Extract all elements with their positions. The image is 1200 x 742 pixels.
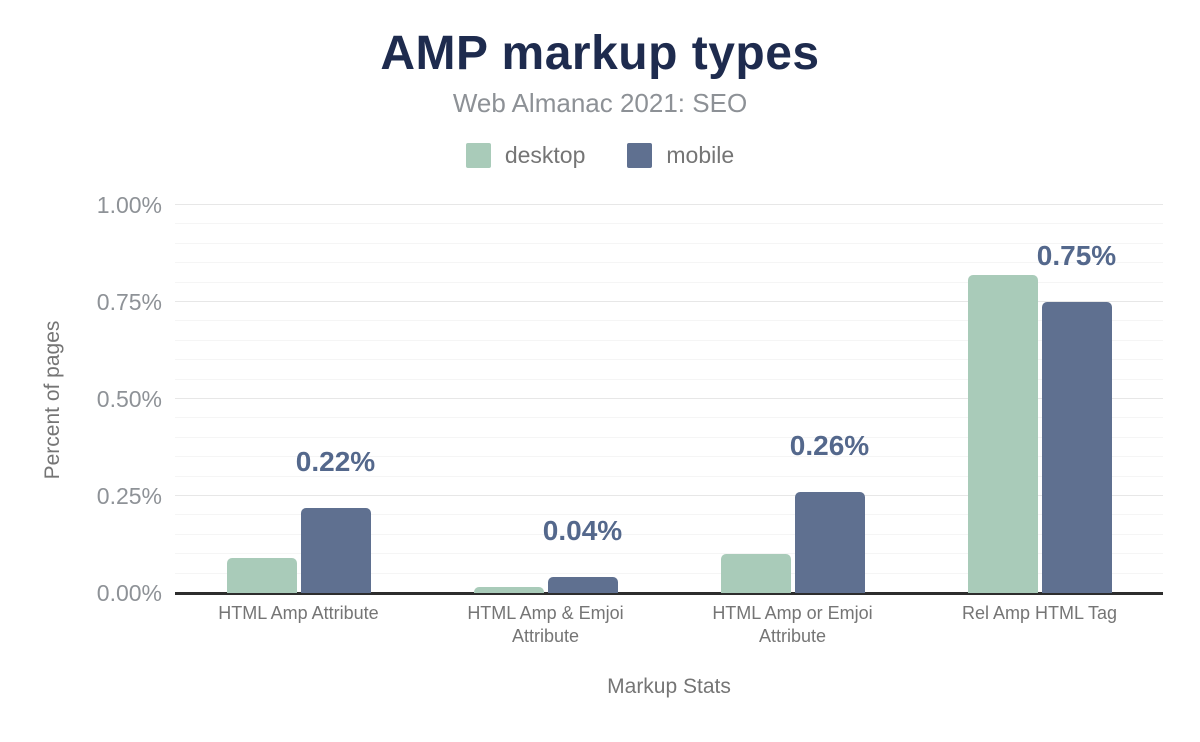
chart-title: AMP markup types [380,27,820,80]
desktop-bar [720,554,791,593]
x-axis-line [175,592,1163,595]
legend-label-mobile: mobile [666,141,735,168]
chart-subtitle: Web Almanac 2021: SEO [452,88,748,118]
plot-area: 0.22% 0.04% 0.26% 0.75% [175,204,1163,595]
desktop-bar [473,587,544,593]
legend-label-desktop: desktop [504,141,586,168]
minor-gridline [175,436,1163,438]
bar-value-label: 0.04% [542,515,623,547]
x-axis-title: Markup Stats [607,675,731,698]
y-tick-label: 1.00% [96,192,162,218]
major-gridline [175,398,1163,399]
y-tick-label: 0.25% [96,483,162,509]
minor-gridline [175,339,1163,341]
minor-gridline [175,417,1163,419]
chart-legend: desktop mobile [0,141,1200,169]
desktop-bar [967,274,1038,593]
desktop-series-swatch [465,142,491,168]
minor-gridline [175,359,1163,361]
minor-gridline [175,281,1163,283]
minor-gridline [175,378,1163,380]
minor-gridline [175,320,1163,322]
minor-gridline [175,242,1163,244]
y-tick-label: 0.75% [96,289,162,315]
minor-gridline [175,223,1163,225]
x-tick-label: HTML Amp Attribute [218,603,379,623]
desktop-bar [226,558,297,593]
minor-gridline [175,553,1163,555]
legend-item-mobile: mobile [627,141,735,168]
mobile-bar [300,507,371,593]
bar-value-label: 0.22% [295,445,376,477]
minor-gridline [175,533,1163,535]
x-tick-label: HTML Amp & Emjoi Attribute [467,603,624,646]
minor-gridline [175,475,1163,477]
x-tick-label: HTML Amp or Emjoi Attribute [712,603,873,646]
minor-gridline [175,456,1163,458]
bar-value-label: 0.75% [1036,240,1117,271]
minor-gridline [175,262,1163,264]
minor-gridline [175,514,1163,516]
mobile-series-swatch [627,142,653,168]
major-gridline [175,204,1163,205]
legend-item-desktop: desktop [465,141,586,168]
mobile-bar [547,577,618,593]
mobile-bar [1041,302,1112,593]
mobile-bar [794,492,865,593]
major-gridline [175,301,1163,302]
x-tick-label: Rel Amp HTML Tag [961,603,1118,623]
major-gridline [175,495,1163,496]
y-tick-label: 0.50% [96,386,162,412]
y-tick-label: 0.00% [96,580,162,606]
minor-gridline [175,572,1163,574]
bar-value-label: 0.26% [789,430,870,462]
